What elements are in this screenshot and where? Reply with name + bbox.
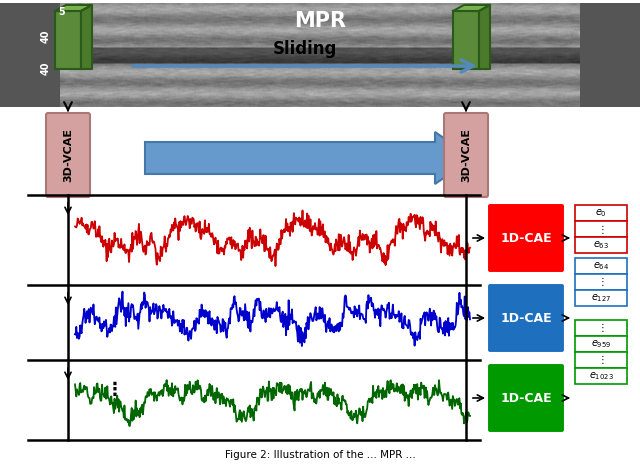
FancyBboxPatch shape — [487, 363, 565, 433]
Text: 5: 5 — [59, 7, 65, 17]
Bar — [575, 320, 627, 336]
FancyBboxPatch shape — [444, 113, 488, 197]
Text: $e_{959}$: $e_{959}$ — [591, 338, 611, 350]
Bar — [575, 352, 627, 368]
Text: 3D-VCAE: 3D-VCAE — [63, 128, 73, 182]
Text: $\vdots$: $\vdots$ — [597, 222, 605, 235]
Text: 1D-CAE: 1D-CAE — [500, 232, 552, 245]
Polygon shape — [453, 5, 490, 11]
Bar — [575, 336, 627, 352]
Text: 40: 40 — [41, 61, 51, 75]
Text: ⋮: ⋮ — [106, 381, 124, 399]
Bar — [575, 274, 627, 290]
Bar — [575, 258, 627, 274]
Text: 1D-CAE: 1D-CAE — [500, 391, 552, 404]
Bar — [575, 237, 627, 253]
Bar — [575, 290, 627, 306]
Text: $\vdots$: $\vdots$ — [597, 275, 605, 288]
FancyBboxPatch shape — [487, 203, 565, 273]
Text: $e_{63}$: $e_{63}$ — [593, 239, 609, 251]
Bar — [453, 11, 479, 69]
Text: 3D-VCAE: 3D-VCAE — [461, 128, 471, 182]
Polygon shape — [479, 5, 490, 69]
Text: $e_{127}$: $e_{127}$ — [591, 292, 611, 304]
Polygon shape — [55, 5, 92, 11]
Bar — [575, 368, 627, 384]
Polygon shape — [81, 5, 92, 69]
Bar — [55, 11, 81, 69]
Text: 40: 40 — [41, 29, 51, 43]
Bar — [575, 221, 627, 237]
Bar — [0, 3, 640, 107]
FancyBboxPatch shape — [487, 283, 565, 353]
Text: $e_0$: $e_0$ — [595, 207, 607, 219]
Text: $\vdots$: $\vdots$ — [597, 322, 605, 335]
Bar — [575, 205, 627, 221]
Text: Figure 2: Illustration of the ... MPR ...: Figure 2: Illustration of the ... MPR ..… — [225, 450, 415, 460]
FancyArrow shape — [145, 132, 473, 184]
Text: Sliding: Sliding — [273, 40, 337, 58]
FancyBboxPatch shape — [46, 113, 90, 197]
Text: MPR: MPR — [294, 11, 346, 31]
Text: $\vdots$: $\vdots$ — [597, 354, 605, 366]
Text: $e_{1023}$: $e_{1023}$ — [589, 370, 613, 382]
Text: 1D-CAE: 1D-CAE — [500, 311, 552, 324]
Text: $e_{64}$: $e_{64}$ — [593, 260, 609, 272]
